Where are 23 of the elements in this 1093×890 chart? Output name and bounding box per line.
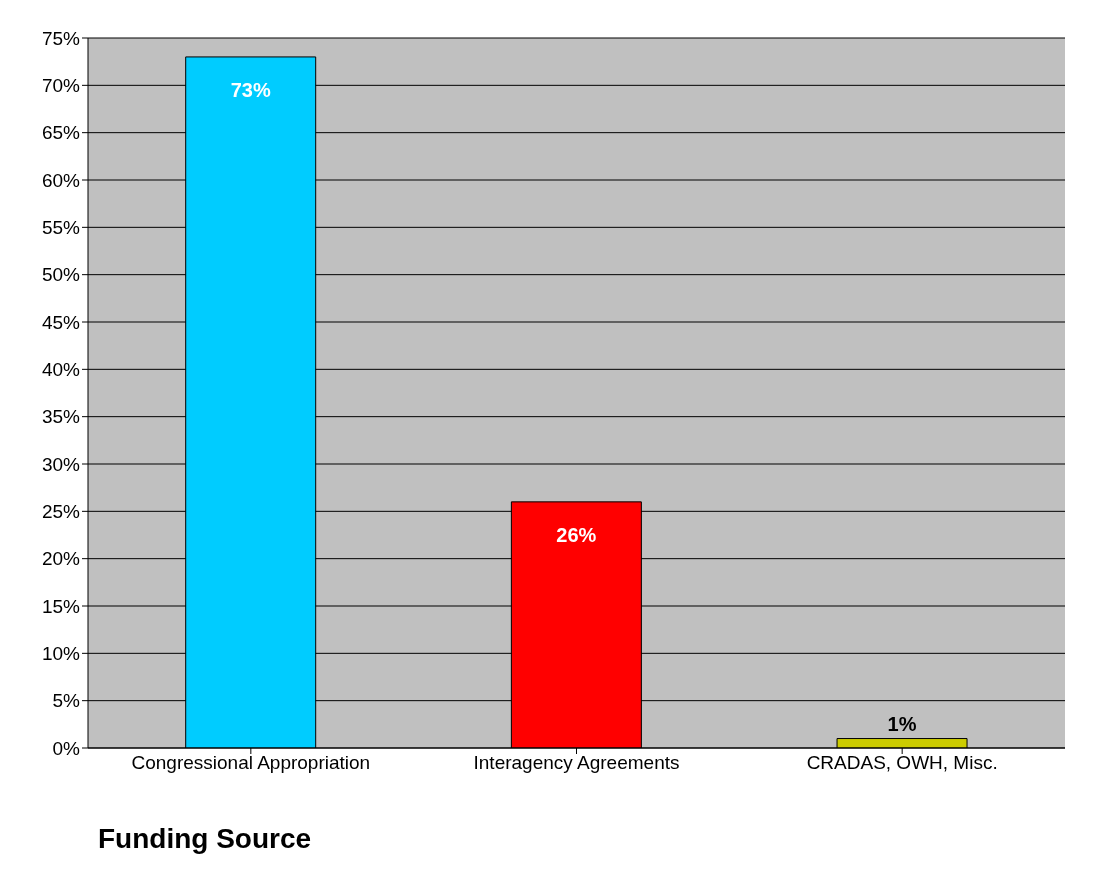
x-tick-label: Congressional Appropriation <box>131 752 371 774</box>
y-tick-label: 10% <box>41 643 81 665</box>
y-tick-label: 70% <box>41 75 81 97</box>
data-label: 73% <box>230 78 271 101</box>
y-tick-label: 0% <box>52 737 81 759</box>
data-label: 26% <box>556 523 597 546</box>
y-tick-label: 75% <box>41 27 81 49</box>
y-tick-label: 5% <box>52 690 81 712</box>
y-tick-label: 15% <box>41 595 81 617</box>
y-tick-label: 30% <box>41 453 81 475</box>
data-label: 1% <box>887 712 917 735</box>
y-tick-label: 50% <box>41 264 81 286</box>
y-tick-label: 60% <box>41 169 81 191</box>
y-tick-label: 45% <box>41 311 81 333</box>
y-tick-label: 40% <box>41 359 81 381</box>
y-tick-label: 35% <box>41 406 81 428</box>
y-tick-label: 65% <box>41 122 81 144</box>
y-tick-label: 20% <box>41 548 81 570</box>
x-tick-label: Interagency Agreements <box>473 752 680 774</box>
x-axis-title: Funding Source <box>98 823 312 854</box>
y-tick-label: 25% <box>41 501 81 523</box>
y-tick-label: 55% <box>41 217 81 239</box>
x-tick-label: CRADAS, OWH, Misc. <box>806 752 998 774</box>
